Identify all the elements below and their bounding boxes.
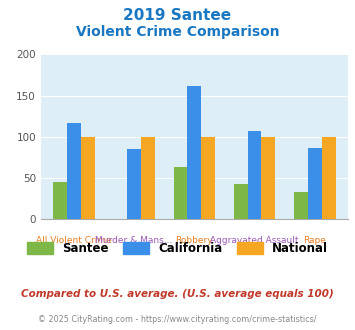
Text: Rape: Rape [303,236,326,245]
Bar [141,137,155,219]
Text: 2019 Santee: 2019 Santee [124,8,231,23]
Legend: Santee, California, National: Santee, California, National [22,237,333,260]
Text: Murder & Mans...: Murder & Mans... [95,236,173,245]
Bar [262,137,275,219]
Bar [322,137,335,219]
Text: Violent Crime Comparison: Violent Crime Comparison [76,25,279,39]
Bar [248,131,262,219]
Bar [294,192,308,219]
Text: Compared to U.S. average. (U.S. average equals 100): Compared to U.S. average. (U.S. average … [21,289,334,299]
Text: Robbery: Robbery [176,236,213,245]
Bar [308,148,322,219]
Bar [53,182,67,219]
Bar [127,148,141,219]
Bar [234,184,248,219]
Text: © 2025 CityRating.com - https://www.cityrating.com/crime-statistics/: © 2025 CityRating.com - https://www.city… [38,315,317,324]
Bar [67,123,81,219]
Text: All Violent Crime: All Violent Crime [36,236,112,245]
Bar [81,137,95,219]
Bar [174,168,187,219]
Bar [187,86,201,219]
Bar [201,137,215,219]
Text: Aggravated Assault: Aggravated Assault [210,236,299,245]
